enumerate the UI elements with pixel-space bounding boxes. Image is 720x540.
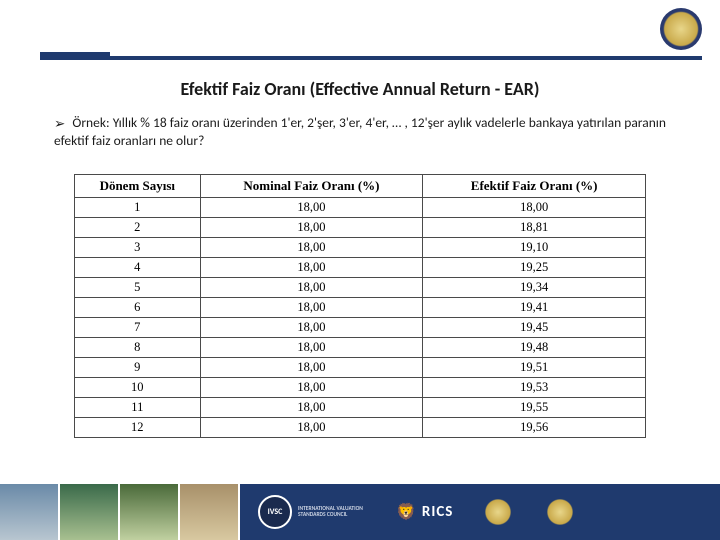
table-cell: 18,81: [423, 218, 646, 238]
footer-thumbnail: [60, 484, 118, 540]
table-cell: 18,00: [200, 318, 423, 338]
table-cell: 6: [75, 298, 201, 318]
table-header-row: Dönem Sayısı Nominal Faiz Oranı (%) Efek…: [75, 175, 646, 198]
ear-table-container: Dönem Sayısı Nominal Faiz Oranı (%) Efek…: [74, 174, 646, 438]
table-cell: 5: [75, 278, 201, 298]
table-row: 718,0019,45: [75, 318, 646, 338]
table-cell: 19,48: [423, 338, 646, 358]
rics-label: RICS: [422, 503, 453, 521]
table-cell: 19,51: [423, 358, 646, 378]
header-rule: [40, 56, 702, 60]
table-row: 618,0019,41: [75, 298, 646, 318]
table-cell: 19,34: [423, 278, 646, 298]
ivsc-mark: IVSC: [258, 495, 292, 529]
bullet-icon: ➢: [54, 115, 65, 133]
table-cell: 8: [75, 338, 201, 358]
footer: IVSC INTERNATIONAL VALUATION STANDARDS C…: [0, 484, 720, 540]
table-cell: 7: [75, 318, 201, 338]
seal-1-icon: [481, 495, 515, 529]
table-row: 1218,0019,56: [75, 418, 646, 438]
rics-logo: 🦁 RICS: [396, 502, 453, 522]
university-seal-top: [660, 8, 702, 50]
table-cell: 12: [75, 418, 201, 438]
table-cell: 4: [75, 258, 201, 278]
footer-thumbnails: [0, 484, 240, 540]
seal-2-icon: [543, 495, 577, 529]
table-row: 1118,0019,55: [75, 398, 646, 418]
table-row: 918,0019,51: [75, 358, 646, 378]
table-cell: 18,00: [200, 418, 423, 438]
col-header-nominal: Nominal Faiz Oranı (%): [200, 175, 423, 198]
table-row: 418,0019,25: [75, 258, 646, 278]
table-cell: 19,53: [423, 378, 646, 398]
table-cell: 18,00: [200, 298, 423, 318]
table-cell: 19,55: [423, 398, 646, 418]
table-cell: 10: [75, 378, 201, 398]
table-cell: 18,00: [200, 258, 423, 278]
ear-table: Dönem Sayısı Nominal Faiz Oranı (%) Efek…: [74, 174, 646, 438]
table-cell: 19,41: [423, 298, 646, 318]
table-cell: 18,00: [200, 238, 423, 258]
col-header-effective: Efektif Faiz Oranı (%): [423, 175, 646, 198]
table-row: 818,0019,48: [75, 338, 646, 358]
table-cell: 18,00: [200, 358, 423, 378]
table-row: 118,0018,00: [75, 198, 646, 218]
table-cell: 11: [75, 398, 201, 418]
ivsc-subtitle: INTERNATIONAL VALUATION STANDARDS COUNCI…: [298, 506, 368, 518]
table-cell: 3: [75, 238, 201, 258]
table-cell: 19,45: [423, 318, 646, 338]
table-cell: 19,56: [423, 418, 646, 438]
table-cell: 18,00: [200, 338, 423, 358]
table-cell: 18,00: [200, 398, 423, 418]
table-cell: 18,00: [200, 278, 423, 298]
table-cell: 18,00: [423, 198, 646, 218]
footer-logo-bar: IVSC INTERNATIONAL VALUATION STANDARDS C…: [240, 484, 720, 540]
example-text: ➢ Örnek: Yıllık % 18 faiz oranı üzerinde…: [54, 114, 666, 150]
footer-thumbnail: [180, 484, 238, 540]
table-cell: 19,25: [423, 258, 646, 278]
page-title: Efektif Faiz Oranı (Effective Annual Ret…: [0, 78, 720, 100]
table-row: 1018,0019,53: [75, 378, 646, 398]
footer-thumbnail: [120, 484, 178, 540]
table-cell: 2: [75, 218, 201, 238]
footer-thumbnail: [0, 484, 58, 540]
table-cell: 9: [75, 358, 201, 378]
table-cell: 18,00: [200, 198, 423, 218]
table-row: 518,0019,34: [75, 278, 646, 298]
table-cell: 18,00: [200, 218, 423, 238]
table-row: 218,0018,81: [75, 218, 646, 238]
example-body: Örnek: Yıllık % 18 faiz oranı üzerinden …: [54, 114, 666, 149]
table-row: 318,0019,10: [75, 238, 646, 258]
ivsc-logo: IVSC INTERNATIONAL VALUATION STANDARDS C…: [258, 495, 368, 529]
rics-lion-icon: 🦁: [396, 502, 416, 522]
table-cell: 18,00: [200, 378, 423, 398]
table-cell: 1: [75, 198, 201, 218]
table-cell: 19,10: [423, 238, 646, 258]
col-header-period: Dönem Sayısı: [75, 175, 201, 198]
